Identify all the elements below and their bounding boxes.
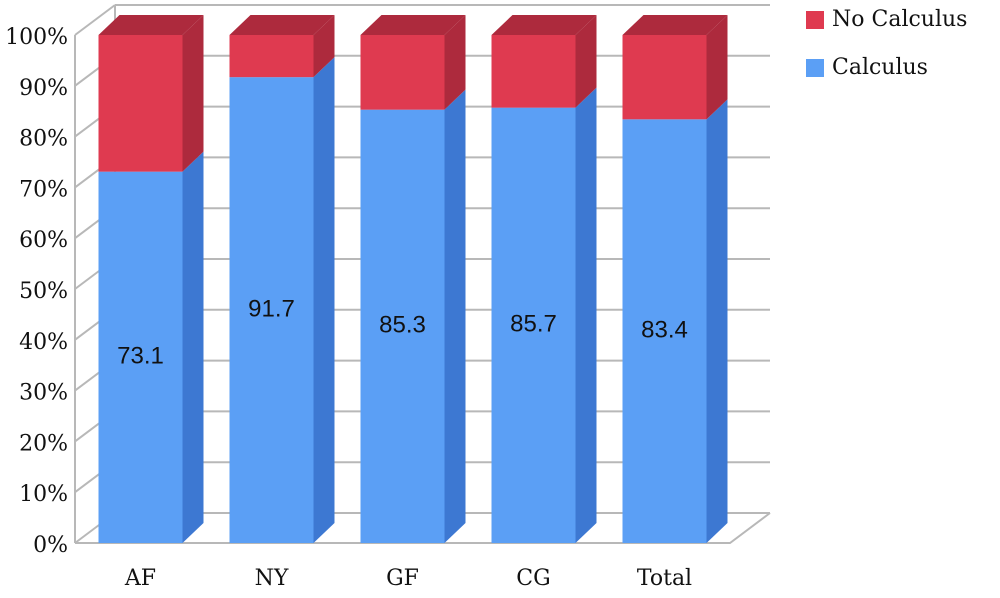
x-tick-label: GF xyxy=(386,566,419,591)
bar-segment xyxy=(491,107,576,544)
bar-side xyxy=(444,15,466,110)
y-tick-label: 40% xyxy=(19,330,68,355)
y-tick-label: 0% xyxy=(33,533,68,558)
x-tick-label: NY xyxy=(255,566,289,591)
bar-side xyxy=(182,15,204,172)
data-label: 91.7 xyxy=(248,295,295,322)
bar-segment xyxy=(98,35,183,172)
y-tick-label: 90% xyxy=(19,76,68,101)
y-tick-label: 60% xyxy=(19,228,68,253)
bar-segment xyxy=(360,109,445,544)
legend-swatch xyxy=(806,59,824,77)
y-tick-label: 10% xyxy=(19,482,68,507)
y-tick-label: 20% xyxy=(19,431,68,456)
bar-side xyxy=(575,15,597,108)
y-tick-label: 30% xyxy=(19,381,68,406)
y-tick-label: 100% xyxy=(5,25,68,50)
x-tick-label: Total xyxy=(637,566,692,591)
bar-side xyxy=(706,15,728,120)
bar-top xyxy=(229,15,335,35)
data-label: 83.4 xyxy=(641,317,688,344)
bar-side xyxy=(313,15,335,78)
y-tick-label: 70% xyxy=(19,177,68,202)
bar-segment xyxy=(98,171,183,544)
x-tick-label: AF xyxy=(124,566,156,591)
bar-segment xyxy=(229,35,314,78)
bar-segment xyxy=(491,35,576,108)
bar-side xyxy=(575,87,597,544)
y-tick-label: 50% xyxy=(19,279,68,304)
bar-top xyxy=(622,15,728,35)
legend-swatch xyxy=(806,11,824,29)
bar-side xyxy=(706,99,728,543)
grid-line xyxy=(74,4,116,36)
bar-side xyxy=(313,57,335,543)
legend-label: Calculus xyxy=(832,55,928,80)
bar-segment xyxy=(229,77,314,543)
bar-top xyxy=(360,15,466,35)
bar-top xyxy=(98,15,204,35)
legend-label: No Calculus xyxy=(832,7,967,32)
bar-side xyxy=(182,151,204,544)
bar-segment xyxy=(622,119,707,543)
x-tick-label: CG xyxy=(516,566,550,591)
bar-segment xyxy=(360,35,445,110)
bar-segment xyxy=(622,35,707,120)
data-label: 85.3 xyxy=(379,312,426,339)
y-tick-label: 80% xyxy=(19,127,68,152)
data-label: 85.7 xyxy=(510,311,557,338)
data-label: 73.1 xyxy=(117,343,164,370)
bar-top xyxy=(491,15,597,35)
bar-side xyxy=(444,89,466,544)
